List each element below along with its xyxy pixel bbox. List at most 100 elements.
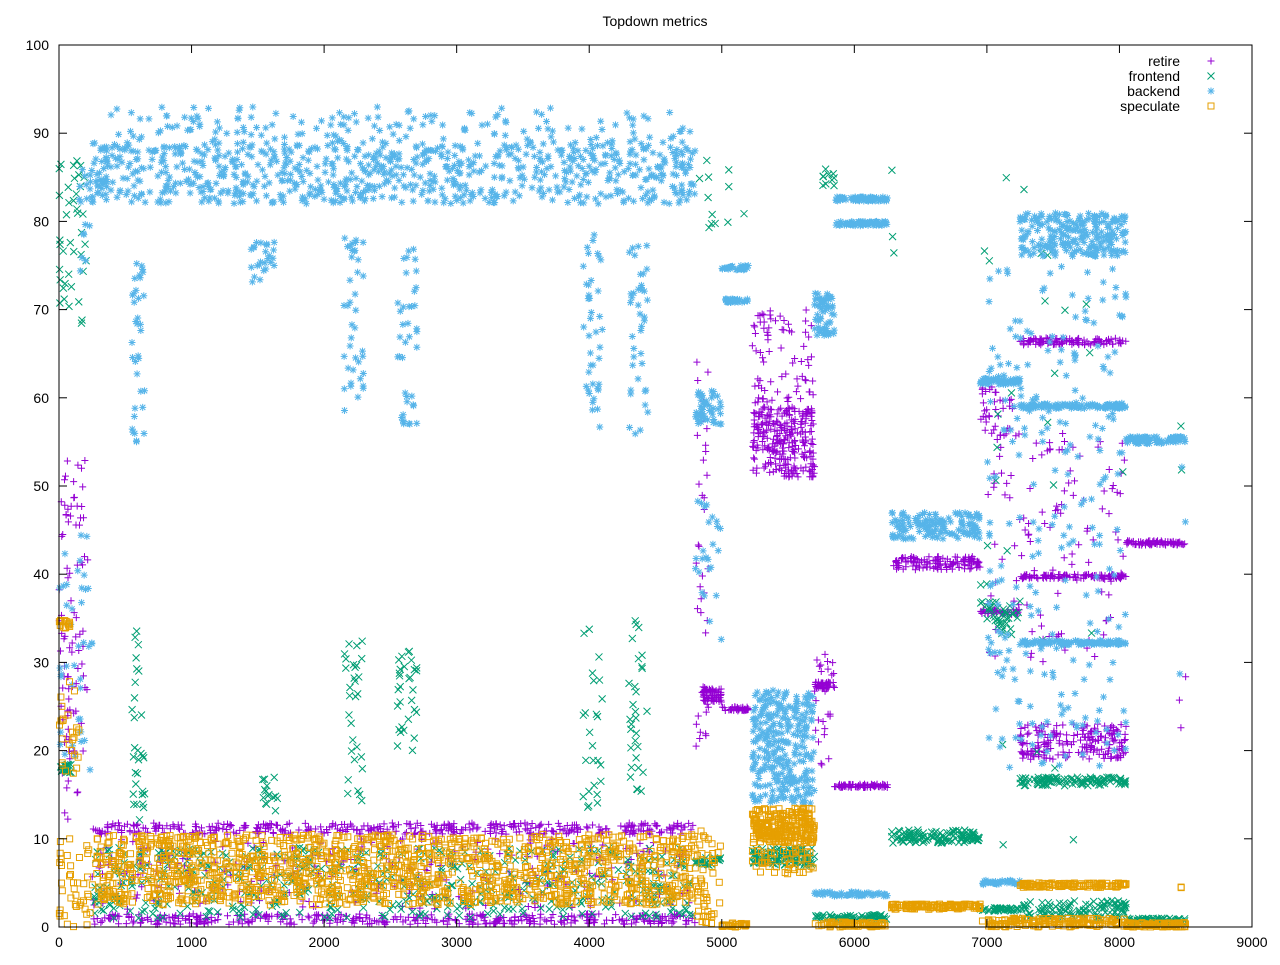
retire-point — [568, 826, 576, 834]
backend-point — [204, 179, 212, 187]
backend-point — [607, 152, 615, 160]
retire-point — [63, 784, 71, 792]
backend-point — [77, 198, 85, 206]
retire-point — [74, 665, 82, 673]
backend-point — [291, 164, 299, 172]
backend-point — [158, 153, 166, 161]
retire-point — [320, 829, 328, 837]
retire-point — [129, 919, 137, 927]
backend-point — [76, 182, 84, 190]
backend-point — [233, 128, 241, 136]
backend-point — [677, 148, 685, 156]
retire-point — [374, 823, 382, 831]
backend-point — [632, 151, 640, 159]
retire-point — [232, 829, 240, 837]
backend-point — [89, 198, 97, 206]
retire-point — [205, 823, 213, 831]
retire-point — [78, 464, 86, 472]
backend-point — [369, 153, 377, 161]
backend-point — [280, 140, 288, 148]
retire-point — [301, 819, 309, 827]
backend-point — [230, 199, 238, 207]
backend-point — [597, 190, 605, 198]
backend-point — [498, 173, 506, 181]
backend-point — [258, 166, 266, 174]
backend-point — [78, 254, 86, 262]
backend-point — [422, 157, 430, 165]
backend-point — [138, 164, 146, 172]
retire-point — [674, 819, 682, 827]
backend-point — [214, 197, 222, 205]
backend-point — [538, 193, 546, 201]
backend-point — [216, 172, 224, 180]
backend-point — [353, 183, 361, 191]
backend-point — [103, 147, 111, 155]
retire-point — [64, 574, 72, 582]
backend-point — [541, 171, 549, 179]
backend-point — [76, 675, 84, 683]
retire-point — [72, 680, 80, 688]
backend-point — [456, 182, 464, 190]
backend-point — [194, 173, 202, 181]
backend-point — [280, 198, 288, 206]
retire-point — [76, 514, 84, 522]
backend-point — [247, 131, 255, 139]
backend-point — [620, 197, 628, 205]
backend-point — [253, 123, 261, 131]
retire-point — [492, 829, 500, 837]
backend-point — [601, 151, 609, 159]
backend-point — [624, 165, 632, 173]
backend-point — [266, 161, 274, 169]
retire-point — [685, 819, 693, 827]
retire-point — [150, 824, 158, 832]
backend-point — [321, 168, 329, 176]
backend-point — [530, 152, 538, 160]
backend-point — [660, 198, 668, 206]
backend-point — [324, 142, 332, 150]
backend-point — [602, 193, 610, 201]
backend-point — [611, 164, 619, 172]
backend-point — [476, 189, 484, 197]
backend-point — [289, 112, 297, 120]
backend-point — [562, 178, 570, 186]
backend-point — [348, 169, 356, 177]
backend-point — [190, 104, 198, 112]
backend-point — [669, 149, 677, 157]
backend-point — [554, 146, 562, 154]
retire-point — [64, 815, 72, 823]
backend-point — [128, 198, 136, 206]
backend-point — [56, 664, 64, 672]
backend-point — [186, 189, 194, 197]
backend-point — [465, 171, 473, 179]
backend-point — [353, 146, 361, 154]
retire-point — [623, 822, 631, 830]
backend-point — [299, 178, 307, 186]
backend-point — [612, 177, 620, 185]
retire-point — [66, 569, 74, 577]
backend-point — [262, 150, 270, 158]
retire-point — [689, 821, 697, 829]
backend-point — [271, 153, 279, 161]
backend-point — [374, 113, 382, 121]
retire-point — [64, 505, 72, 513]
backend-point — [533, 164, 541, 172]
backend-point — [678, 164, 686, 172]
backend-point — [387, 158, 395, 166]
backend-point — [566, 155, 574, 163]
retire-point — [347, 820, 355, 828]
backend-point — [323, 131, 331, 139]
retire-point — [305, 914, 313, 922]
backend-point — [313, 162, 321, 170]
retire-point — [74, 788, 82, 796]
retire-point — [61, 632, 69, 640]
backend-point — [280, 133, 288, 141]
retire-point — [62, 510, 70, 518]
backend-point — [287, 170, 295, 178]
retire-point — [678, 826, 686, 834]
retire-point — [412, 824, 420, 832]
backend-point — [438, 184, 446, 192]
backend-point — [166, 173, 174, 181]
retire-point — [278, 827, 286, 835]
backend-point — [413, 144, 421, 152]
backend-point — [402, 184, 410, 192]
